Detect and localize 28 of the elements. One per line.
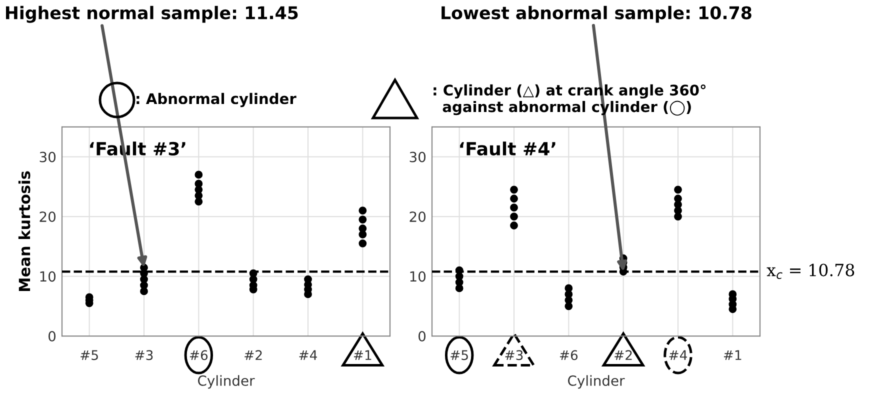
x-tick-label: #4 <box>669 350 687 360</box>
x-tick-label: #6 <box>190 350 208 360</box>
x-tick-label: #6 <box>560 350 578 360</box>
y-tick-label: 30 <box>40 152 56 162</box>
x-tick-label: #2 <box>244 350 262 360</box>
y-tick-label: 20 <box>40 212 56 222</box>
x-tick-label: #3 <box>135 350 153 360</box>
x-tick-label: #3 <box>505 350 523 360</box>
x-tick-label: #1 <box>724 350 742 360</box>
y-tick-label: 0 <box>48 330 56 342</box>
x-axis-title: Cylinder <box>198 375 255 389</box>
text: ‘Fault #4’ <box>460 142 556 156</box>
x-tick-label: #4 <box>299 350 317 360</box>
annotation: Highest normal sample: 11.45 <box>6 6 298 23</box>
y-tick-label: 10 <box>410 271 426 282</box>
x-tick-label: #5 <box>450 350 468 360</box>
annotation: Lowest abnormal sample: 10.78 <box>442 6 752 23</box>
x-axis-title: Cylinder <box>568 375 625 389</box>
x-tick-label: #5 <box>80 350 98 360</box>
x-tick-label: #2 <box>614 350 632 360</box>
y-axis-title: Mean kurtosis <box>18 171 30 292</box>
text: : Abnormal cylinder <box>136 92 296 108</box>
y-tick-label: 0 <box>418 330 426 342</box>
x-tick-label: #1 <box>354 350 372 360</box>
y-tick-label: 20 <box>410 212 426 222</box>
ref-line-label: x$_{c}$ = 10.78 <box>766 264 854 279</box>
y-tick-label: 30 <box>410 152 426 162</box>
y-tick-label: 10 <box>40 271 56 282</box>
